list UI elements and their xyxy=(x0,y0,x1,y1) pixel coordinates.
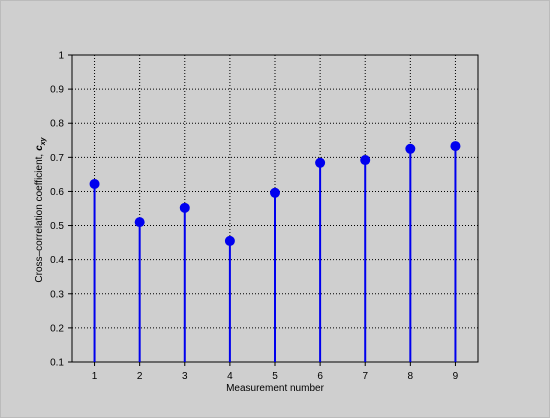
y-tick-label: 0.3 xyxy=(50,289,64,300)
y-tick-label: 1 xyxy=(58,51,64,62)
x-tick-label: 6 xyxy=(317,371,323,382)
stem-marker xyxy=(270,187,280,198)
x-tick-label: 2 xyxy=(137,371,143,382)
y-tick-label: 0.7 xyxy=(50,153,64,164)
x-axis-label: Measurement number xyxy=(226,383,324,394)
stem-marker xyxy=(134,217,145,228)
x-tick-label: 1 xyxy=(92,371,98,382)
y-tick-label: 0.1 xyxy=(50,358,64,369)
y-tick-label: 0.4 xyxy=(50,255,64,266)
stem-marker xyxy=(89,178,100,189)
stem-marker xyxy=(179,202,190,213)
y-axis-label: Cross–correlation coefficient, cxy xyxy=(34,136,47,282)
x-tick-label: 3 xyxy=(182,371,188,382)
y-label-subscript: xy xyxy=(40,136,47,146)
y-tick-label: 0.2 xyxy=(50,323,64,334)
stem-marker xyxy=(360,155,371,166)
stem-marker xyxy=(315,157,326,168)
y-tick-label: 0.9 xyxy=(50,85,64,96)
x-tick-label: 4 xyxy=(227,371,233,382)
y-tick-label: 0.8 xyxy=(50,119,64,130)
x-tick-label: 8 xyxy=(408,371,414,382)
x-tick-label: 7 xyxy=(362,371,368,382)
x-tick-label: 5 xyxy=(272,371,278,382)
x-tick-label: 9 xyxy=(453,371,459,382)
stem-marker xyxy=(405,143,416,154)
y-tick-label: 0.6 xyxy=(50,187,64,198)
y-label-symbol: c xyxy=(34,145,45,151)
y-tick-label: 0.5 xyxy=(50,221,64,232)
y-label-text: Cross–correlation coefficient, xyxy=(34,154,45,283)
stem-marker xyxy=(224,235,235,246)
stem-marker xyxy=(450,141,461,152)
